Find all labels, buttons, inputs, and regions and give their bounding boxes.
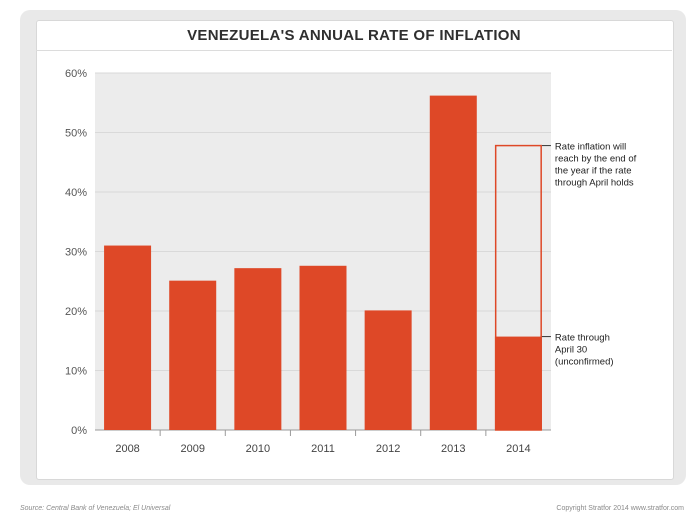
annotation-projected-line: Rate inflation will: [555, 142, 626, 153]
bar-2012: [364, 310, 412, 430]
projected-outline-2014: [494, 144, 542, 431]
bar-2009: [169, 280, 217, 430]
annotation-through-april-line: Rate through: [555, 333, 610, 344]
bar-2013: [429, 95, 477, 431]
x-tick-label: 2011: [311, 443, 335, 455]
x-tick-label: 2013: [441, 443, 465, 455]
y-tick-label: 60%: [65, 68, 87, 80]
copyright-note: Copyright Stratfor 2014 www.stratfor.com: [556, 505, 684, 512]
y-tick-label: 40%: [65, 187, 87, 199]
bar-2010: [234, 268, 282, 430]
y-tick-label: 20%: [65, 306, 87, 318]
bar-2014: [494, 336, 542, 430]
annotation-through-april-line: (unconfirmed): [555, 357, 614, 368]
x-tick-label: 2014: [506, 443, 530, 455]
y-tick-label: 10%: [65, 366, 87, 378]
source-note: Source: Central Bank of Venezuela; El Un…: [20, 505, 171, 512]
x-tick-label: 2010: [246, 443, 270, 455]
bar-2008: [104, 245, 152, 430]
y-tick-label: 30%: [65, 247, 87, 259]
annotation-through-april-line: April 30: [555, 345, 587, 356]
chart-title: VENEZUELA'S ANNUAL RATE OF INFLATION: [36, 20, 672, 51]
bar-2011: [299, 265, 347, 430]
x-tick-label: 2008: [115, 443, 139, 455]
annotation-projected-line: through April holds: [555, 178, 634, 189]
x-tick-label: 2009: [180, 443, 204, 455]
annotation-projected-line: the year if the rate: [555, 166, 632, 177]
y-tick-label: 50%: [65, 128, 87, 140]
y-tick-label: 0%: [71, 425, 87, 437]
x-tick-label: 2012: [376, 443, 400, 455]
annotation-projected-line: reach by the end of: [555, 154, 637, 165]
